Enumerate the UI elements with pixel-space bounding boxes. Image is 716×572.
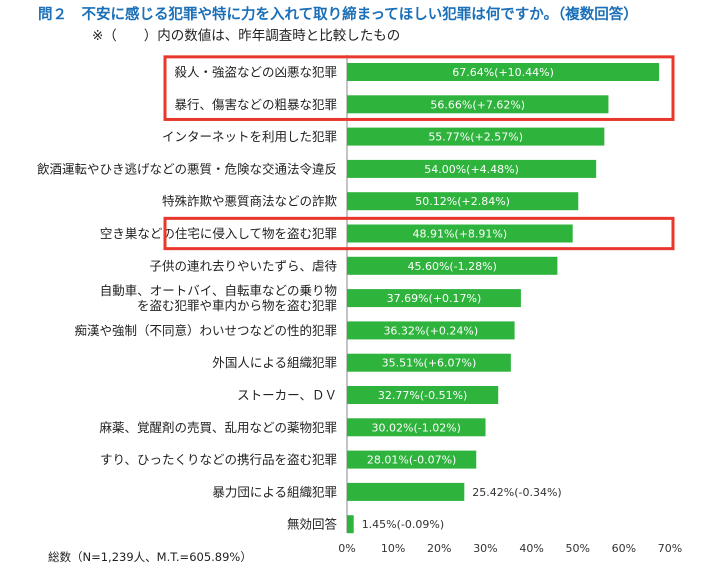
chart-subtitle: ※（ ）内の数値は、昨年調査時と比較したもの — [92, 28, 401, 44]
bar-value-label: 35.51%(+6.07%) — [382, 357, 477, 370]
sample-size-note: 総数（N=1,239人、M.T.=605.89%） — [48, 550, 252, 564]
bar — [347, 127, 605, 146]
category-label: 殺人・強盗などの凶悪な犯罪 — [174, 65, 337, 80]
bar — [347, 353, 511, 372]
category-label: 飲酒運転やひき逃げなどの悪質・危険な交通法令違反 — [37, 161, 337, 176]
category-label: 麻薬、覚醒剤の売買、乱用などの薬物犯罪 — [99, 420, 337, 435]
category-label: 外国人による組織犯罪 — [212, 355, 337, 370]
x-tick-label: 30% — [473, 542, 497, 555]
bar-value-label: 56.66%(+7.62%) — [430, 98, 525, 111]
bar — [347, 63, 660, 81]
bar — [347, 482, 465, 501]
bar-value-label: 36.32%(+0.24%) — [383, 324, 478, 337]
category-label: を盗む犯罪や車内から物を盗む犯罪 — [137, 298, 337, 313]
bar-value-label: 37.69%(+0.17%) — [387, 292, 482, 305]
category-label: 自動車、オートバイ、自転車などの乗り物 — [100, 283, 337, 298]
x-tick-label: 60% — [612, 542, 636, 555]
bar — [347, 515, 354, 534]
bar-value-label: 45.60%(-1.28%) — [407, 260, 496, 273]
category-label: すり、ひったくりなどの携行品を盗む犯罪 — [100, 452, 337, 467]
x-tick-label: 40% — [519, 542, 543, 555]
bar — [347, 224, 573, 243]
bar — [347, 192, 579, 211]
bar — [347, 418, 486, 437]
bar-value-label: 55.77%(+2.57%) — [428, 131, 523, 144]
highlight-box — [163, 55, 675, 121]
bar-value-label: 54.00%(+4.48%) — [424, 163, 519, 176]
x-tick-label: 10% — [381, 542, 405, 555]
bar — [347, 256, 558, 275]
category-label: 特殊詐欺や悪質商法などの詐欺 — [162, 194, 338, 209]
bar-value-label: 25.42%(-0.34%) — [472, 486, 561, 499]
bar — [347, 386, 499, 404]
bar-value-label: 32.77%(-0.51%) — [378, 389, 467, 402]
category-label: 暴行、傷害などの粗暴な犯罪 — [174, 97, 337, 112]
highlight-box — [163, 216, 675, 251]
bar — [347, 321, 515, 340]
bar-value-label: 30.02%(-1.02%) — [372, 421, 461, 434]
x-tick-label: 20% — [427, 542, 451, 555]
category-label: インターネットを利用した犯罪 — [162, 129, 337, 144]
bar — [347, 95, 609, 114]
bar — [347, 289, 521, 308]
category-label: 子供の連れ去りやいたずら、虐待 — [149, 258, 337, 273]
x-tick-label: 50% — [565, 542, 589, 555]
category-label: 痴漢や強制（不同意）わいせつなどの性的犯罪 — [74, 323, 337, 338]
x-tick-label: 70% — [658, 542, 682, 555]
bar-value-label: 1.45%(-0.09%) — [362, 518, 444, 531]
bar-value-label: 28.01%(-0.07%) — [367, 454, 456, 467]
category-label: ストーカー、ＤＶ — [237, 388, 337, 403]
bar — [347, 159, 597, 178]
bar — [347, 450, 477, 469]
category-label: 空き巣などの住宅に侵入して物を盗む犯罪 — [100, 226, 337, 241]
x-tick-label: 0% — [338, 542, 355, 555]
category-label: 無効回答 — [287, 517, 338, 532]
category-label: 暴力団による組織犯罪 — [212, 484, 337, 499]
chart-title: 問２ 不安に感じる犯罪や特に力を入れて取り締まってほしい犯罪は何ですか。（複数回… — [38, 7, 638, 23]
bar-value-label: 67.64%(+10.44%) — [452, 66, 554, 79]
bar-value-label: 50.12%(+2.84%) — [415, 195, 510, 208]
bar-value-label: 48.91%(+8.91%) — [412, 228, 507, 241]
